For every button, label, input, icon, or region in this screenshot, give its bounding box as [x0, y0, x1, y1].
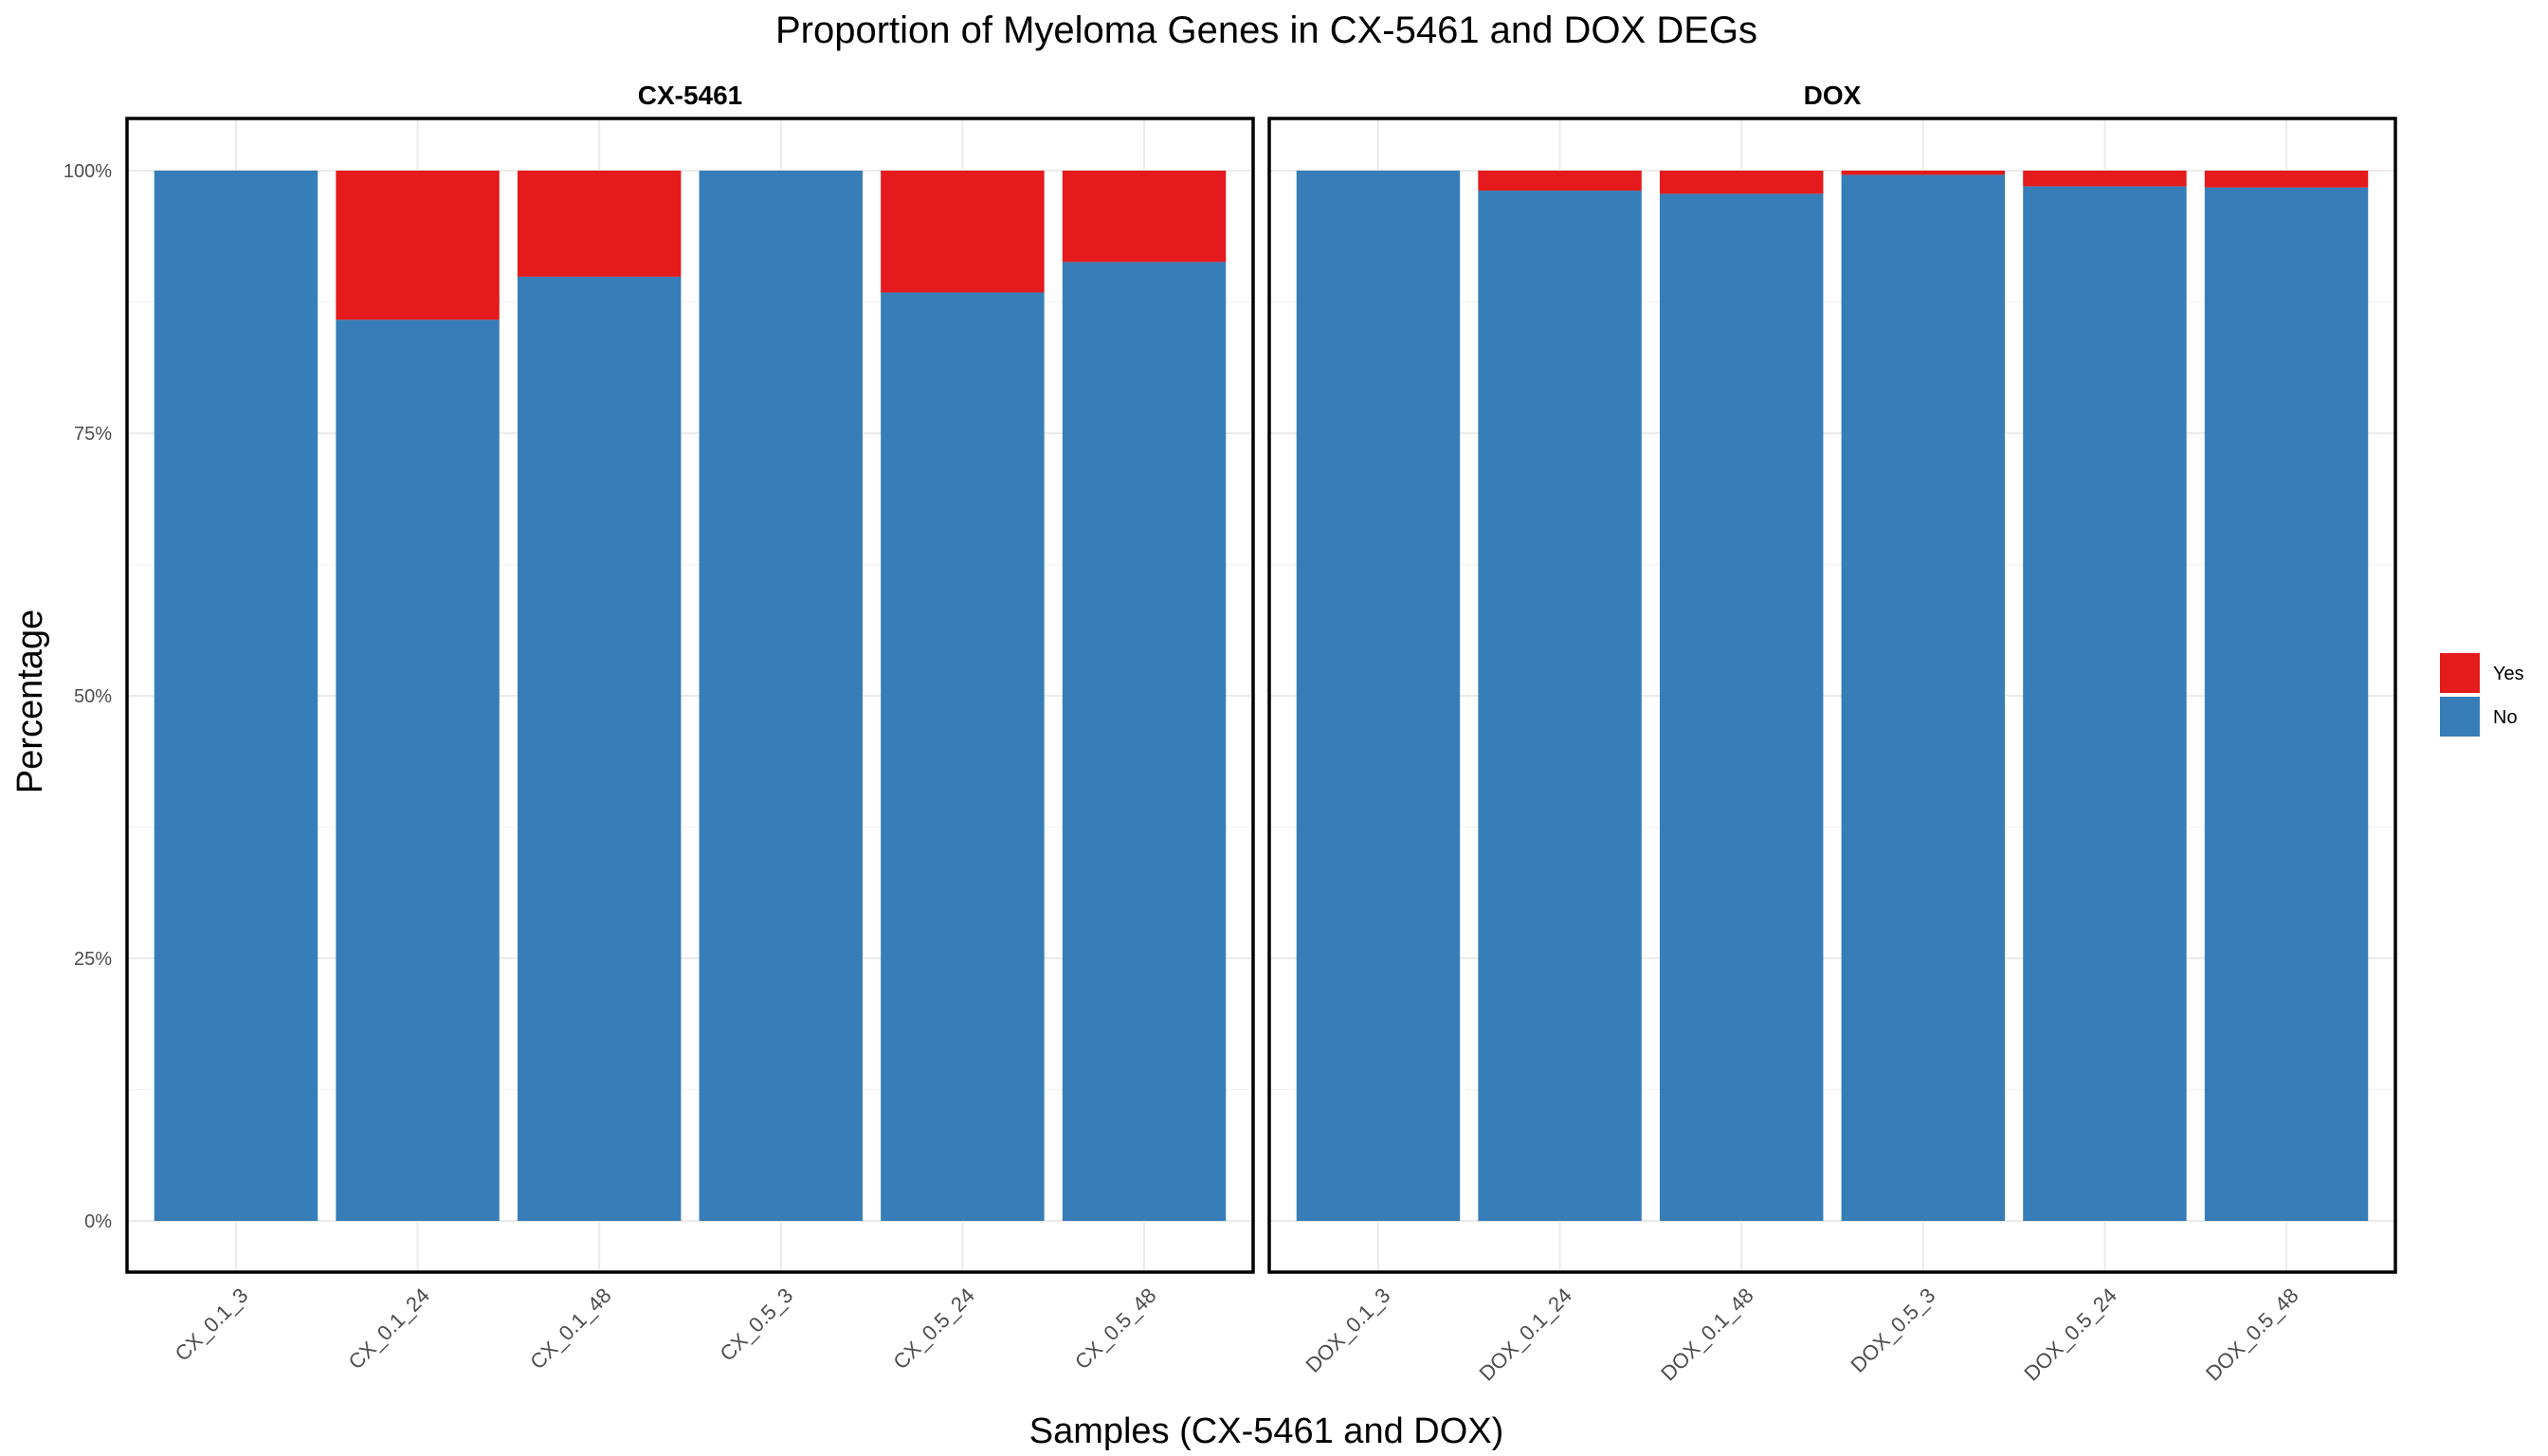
x-axis-label: Samples (CX-5461 and DOX): [1029, 1411, 1504, 1451]
x-tick-label: CX_0.1_24: [344, 1283, 435, 1374]
bar-segment-yes: [2204, 171, 2369, 188]
bar-segment-yes: [881, 171, 1045, 293]
x-tick-label: DOX_0.5_24: [2019, 1283, 2121, 1386]
bar-segment-no: [2204, 187, 2369, 1221]
x-tick-label: DOX_0.1_3: [1301, 1283, 1395, 1377]
legend-key-no: [2440, 697, 2480, 737]
bar-segment-yes: [1062, 171, 1227, 263]
y-tick-label: 75%: [74, 424, 112, 445]
legend-label: No: [2493, 707, 2518, 728]
chart-title: Proportion of Myeloma Genes in CX-5461 a…: [775, 9, 1757, 51]
bar-segment-yes: [2023, 171, 2187, 187]
y-tick-label: 0%: [84, 1211, 112, 1232]
panel-0: CX-5461 CX_0.1_3 CX_0.1_24 CX_0.1_48 CX_0.5_…: [64, 81, 1255, 1374]
bar-segment-no: [336, 319, 500, 1221]
bar-segment-no: [2023, 186, 2187, 1221]
y-tick-label: 100%: [64, 161, 112, 182]
bar-segment-yes: [336, 171, 500, 320]
legend-label: Yes: [2493, 664, 2524, 684]
x-tick-label: DOX_0.1_48: [1656, 1283, 1758, 1386]
x-tick-label: CX_0.5_3: [715, 1283, 797, 1366]
panel-border: [1267, 117, 2397, 1274]
x-tick-label: CX_0.1_3: [171, 1283, 253, 1366]
x-tick-label: DOX_0.1_24: [1474, 1283, 1576, 1386]
bar-segment-yes: [1659, 171, 1824, 194]
bar-segment-no: [517, 276, 682, 1222]
bar-segment-no: [154, 171, 318, 1221]
bar-segment-no: [1841, 174, 2006, 1221]
bar-segment-no: [1296, 171, 1461, 1221]
bar-segment-no: [1062, 262, 1227, 1221]
panel-border: [125, 117, 1255, 1274]
x-tick-label: CX_0.5_48: [1070, 1283, 1161, 1374]
facet-label: DOX: [1804, 81, 1862, 110]
bar-segment-no: [699, 171, 864, 1221]
legend: Yes No: [2440, 653, 2524, 737]
bar-segment-no: [881, 292, 1045, 1221]
x-tick-label: DOX_0.5_3: [1846, 1283, 1939, 1377]
bar-segment-yes: [517, 171, 682, 277]
facet-label: CX-5461: [638, 81, 743, 110]
y-tick-label: 50%: [74, 686, 112, 707]
bar-segment-yes: [1841, 171, 2006, 175]
bar-segment-yes: [1478, 171, 1642, 191]
bar-segment-no: [1478, 191, 1642, 1221]
y-axis-label: Percentage: [10, 610, 50, 793]
panel-1: DOX DOX_0.1_3 DOX_0.1_24 DOX_0.1_48 DOX_0.5_…: [1267, 81, 2397, 1386]
x-tick-label: DOX_0.5_48: [2201, 1283, 2303, 1386]
x-tick-label: CX_0.1_48: [525, 1283, 616, 1374]
y-tick-label: 25%: [74, 949, 112, 970]
bar-segment-no: [1659, 193, 1824, 1222]
legend-key-yes: [2440, 653, 2480, 693]
x-tick-label: CX_0.5_24: [888, 1283, 979, 1374]
